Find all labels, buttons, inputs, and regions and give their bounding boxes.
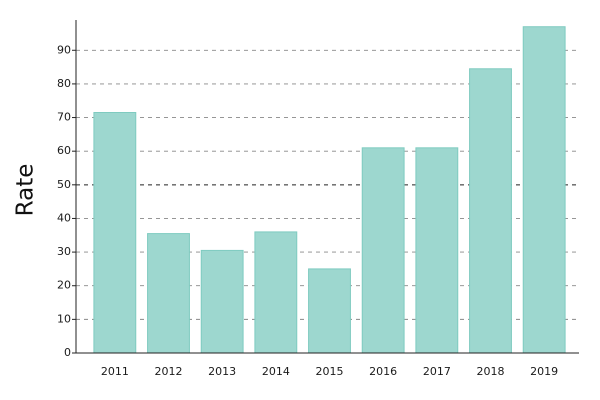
x-tick-label-2012: 2012 [155,365,183,378]
bar-2014 [254,231,298,354]
x-tick-label-2015: 2015 [316,365,344,378]
x-tick-label-2019: 2019 [530,365,558,378]
y-tick-label: 40 [57,211,71,224]
y-tick-label: 30 [57,245,71,258]
x-tick-label-2016: 2016 [369,365,397,378]
x-tick-label-2014: 2014 [262,365,290,378]
bar-2018 [469,68,512,354]
y-tick-label: 60 [57,144,71,157]
y-tick-label: 10 [57,312,71,325]
bar-2019 [522,26,566,354]
bar-2015 [308,268,351,354]
x-tick-label-2011: 2011 [101,365,129,378]
bar-2011 [93,112,137,354]
y-axis-title: Rate [13,164,39,217]
x-tick-label-2013: 2013 [208,365,236,378]
bar-2016 [361,147,405,354]
y-tick-label: 70 [57,111,71,124]
label-layer: 0 10 20 30 40 50 60 70 80 90 2011 2012 2013 2014 2015 2… [57,43,558,378]
bar-layer [93,26,566,354]
bar-2012 [147,233,190,354]
y-tick-label: 80 [57,77,71,90]
bar-2013 [200,249,244,354]
bar-2017 [415,147,459,354]
axis-layer [72,20,579,354]
y-tick-label: 0 [64,346,71,359]
x-tick-label-2018: 2018 [477,365,505,378]
x-tick-label-2017: 2017 [423,365,451,378]
y-tick-label: 90 [57,43,71,56]
y-tick-label: 50 [57,178,71,191]
y-tick-label: 20 [57,279,71,292]
